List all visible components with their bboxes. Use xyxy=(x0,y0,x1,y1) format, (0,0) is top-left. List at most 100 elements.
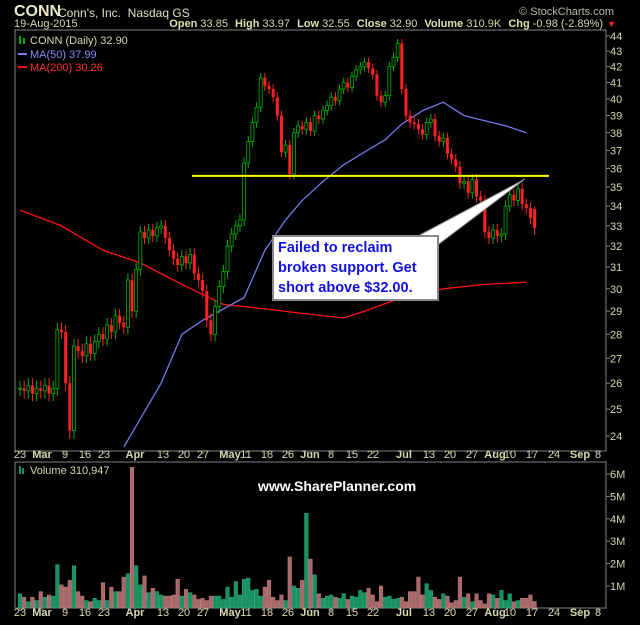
candle xyxy=(192,254,196,274)
volume-bar xyxy=(121,576,126,609)
candle xyxy=(188,254,193,264)
candle xyxy=(138,231,143,270)
volume-label: Volume xyxy=(424,18,464,30)
company-name: Conn's, Inc. Nasdaq GS xyxy=(58,6,190,20)
volume-bar xyxy=(30,596,35,609)
volume-bar xyxy=(283,600,288,609)
volume-bar xyxy=(213,595,218,609)
y-tick-label: 26 xyxy=(610,378,622,390)
x-tick-label: 15 xyxy=(346,607,358,619)
candle xyxy=(400,43,404,90)
volume-bar xyxy=(217,595,222,609)
volume-bar xyxy=(325,595,330,609)
candle xyxy=(288,145,292,174)
y-tick-label: 28 xyxy=(610,329,622,341)
candle xyxy=(462,181,466,184)
volume-bar xyxy=(287,556,292,609)
volume-bar xyxy=(482,603,487,609)
volume-bar xyxy=(279,594,284,609)
candle xyxy=(283,144,288,153)
candle xyxy=(84,343,89,357)
volume-bar xyxy=(403,601,408,609)
volume-bar xyxy=(154,591,159,609)
candle xyxy=(34,387,39,394)
candle xyxy=(304,122,309,130)
candle xyxy=(263,77,267,86)
candle xyxy=(416,124,420,130)
x-tick-label: May xyxy=(219,449,241,461)
candle xyxy=(205,290,209,321)
volume-bar xyxy=(88,601,93,609)
candle xyxy=(96,333,101,342)
volume-bar xyxy=(175,579,180,609)
candle xyxy=(391,56,396,68)
candle xyxy=(92,341,97,354)
volume-bar xyxy=(296,587,301,609)
volume-bar xyxy=(358,590,363,609)
candle xyxy=(213,306,217,335)
candle xyxy=(196,273,200,281)
volume-bar xyxy=(179,595,184,609)
candle xyxy=(126,279,130,328)
high-label: High xyxy=(235,18,260,30)
x-tick-label: Sep xyxy=(570,449,590,461)
volume-bar xyxy=(491,594,496,609)
candle xyxy=(167,237,171,251)
volume-bar xyxy=(528,594,533,609)
candle xyxy=(412,122,416,125)
candle xyxy=(80,351,84,356)
x-tick-label: 13 xyxy=(423,607,435,619)
volume-bar xyxy=(117,591,122,609)
candle xyxy=(134,268,139,312)
x-tick-label: May xyxy=(219,607,241,619)
candle xyxy=(325,105,330,111)
volume-bar xyxy=(379,585,384,609)
candle xyxy=(217,286,222,308)
x-tick-label: 9 xyxy=(62,607,68,619)
volume-bar xyxy=(362,592,367,609)
x-tick-label: 27 xyxy=(466,449,478,461)
volume-bar xyxy=(304,512,309,609)
candle xyxy=(507,194,512,207)
volume-bar xyxy=(113,591,118,609)
candle xyxy=(371,68,375,75)
candle xyxy=(404,89,408,116)
candle xyxy=(109,324,113,332)
volume-bar xyxy=(59,584,64,609)
candle xyxy=(512,194,516,201)
volume-bar xyxy=(437,599,442,609)
legend-ma200: MA(200) 30.26 xyxy=(30,62,103,74)
x-tick-label: 15 xyxy=(346,449,358,461)
candle xyxy=(437,136,441,142)
candle xyxy=(387,66,392,97)
y-tick-label: 31 xyxy=(610,262,622,274)
candle xyxy=(491,229,496,239)
candle xyxy=(341,82,346,90)
volume-y-tick-label: 4M xyxy=(610,514,625,526)
volume-bar xyxy=(196,599,201,609)
x-tick-label: 23 xyxy=(98,449,110,461)
candle xyxy=(362,61,367,68)
volume-bar xyxy=(105,600,110,609)
volume-bar xyxy=(192,594,197,609)
low-label: Low xyxy=(297,18,320,30)
volume-bar xyxy=(38,591,43,609)
x-tick-label: Sep xyxy=(570,607,590,619)
exchange: Nasdaq GS xyxy=(127,6,190,20)
volume-bar xyxy=(308,558,313,609)
volume-bar xyxy=(188,592,193,609)
volume-bar xyxy=(246,577,251,609)
candle xyxy=(520,188,524,205)
x-tick-label: 8 xyxy=(328,607,334,619)
candle xyxy=(146,229,151,239)
volume-bar xyxy=(366,587,371,609)
volume-bar xyxy=(250,590,255,609)
volume-bar xyxy=(428,590,433,609)
x-tick-label: 8 xyxy=(595,449,601,461)
candle xyxy=(105,324,110,340)
candle xyxy=(179,256,184,266)
volume-bar xyxy=(399,596,404,609)
x-tick-label: 10 xyxy=(504,449,516,461)
candle xyxy=(209,320,213,335)
volume-bar xyxy=(183,589,189,609)
